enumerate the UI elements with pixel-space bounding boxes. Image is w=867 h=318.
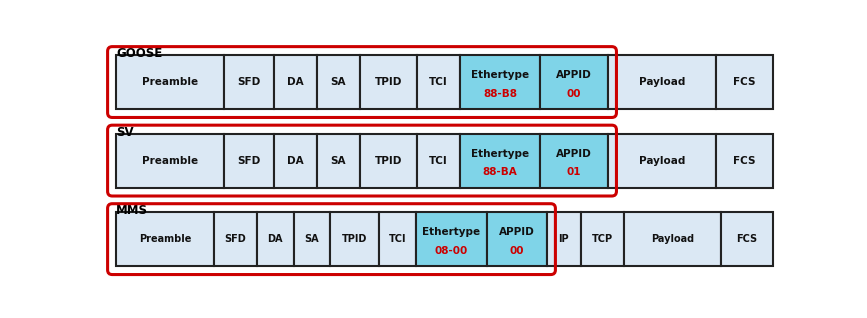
Text: APPID: APPID xyxy=(499,227,535,237)
Bar xyxy=(460,55,540,109)
Text: SFD: SFD xyxy=(225,234,246,244)
Bar xyxy=(257,212,294,266)
Bar xyxy=(547,212,581,266)
Bar xyxy=(116,212,214,266)
Bar xyxy=(116,55,224,109)
Text: TCI: TCI xyxy=(429,77,448,87)
Bar xyxy=(460,134,540,188)
Text: Payload: Payload xyxy=(639,156,685,166)
Text: DA: DA xyxy=(287,77,303,87)
Text: TCI: TCI xyxy=(388,234,406,244)
Text: FCS: FCS xyxy=(733,156,755,166)
Bar xyxy=(316,55,360,109)
Text: Preamble: Preamble xyxy=(139,234,192,244)
Text: MMS: MMS xyxy=(116,204,148,218)
Text: SA: SA xyxy=(304,234,319,244)
Text: Payload: Payload xyxy=(639,77,685,87)
Bar xyxy=(294,212,330,266)
Text: 00: 00 xyxy=(567,89,581,99)
Text: SFD: SFD xyxy=(238,156,260,166)
Bar xyxy=(214,212,257,266)
Text: SFD: SFD xyxy=(238,77,260,87)
Bar xyxy=(715,134,772,188)
Text: TPID: TPID xyxy=(342,234,368,244)
Bar xyxy=(274,55,316,109)
Bar xyxy=(581,212,623,266)
Text: FCS: FCS xyxy=(733,77,755,87)
Text: Ethertype: Ethertype xyxy=(422,227,480,237)
Text: TPID: TPID xyxy=(375,77,402,87)
Bar xyxy=(540,134,608,188)
Text: IP: IP xyxy=(558,234,570,244)
Bar xyxy=(360,55,417,109)
Bar xyxy=(608,134,715,188)
Bar xyxy=(486,212,547,266)
Text: SA: SA xyxy=(330,156,346,166)
Text: FCS: FCS xyxy=(736,234,758,244)
Text: 00: 00 xyxy=(510,246,524,256)
Text: Preamble: Preamble xyxy=(142,77,198,87)
Text: Preamble: Preamble xyxy=(142,156,198,166)
Bar xyxy=(274,134,316,188)
Text: 88-B8: 88-B8 xyxy=(483,89,517,99)
Bar xyxy=(360,134,417,188)
Bar xyxy=(415,212,486,266)
Bar xyxy=(316,134,360,188)
Bar xyxy=(540,55,608,109)
Text: SV: SV xyxy=(116,126,134,139)
Text: 08-00: 08-00 xyxy=(434,246,467,256)
Text: APPID: APPID xyxy=(556,149,592,159)
Bar xyxy=(379,212,415,266)
Text: 88-BA: 88-BA xyxy=(483,168,518,177)
Bar xyxy=(330,212,379,266)
Text: Payload: Payload xyxy=(651,234,694,244)
Text: Ethertype: Ethertype xyxy=(471,149,529,159)
Text: Ethertype: Ethertype xyxy=(471,70,529,80)
Bar xyxy=(608,55,715,109)
Text: GOOSE: GOOSE xyxy=(116,47,162,60)
Text: APPID: APPID xyxy=(556,70,592,80)
Text: DA: DA xyxy=(267,234,283,244)
Text: 01: 01 xyxy=(567,168,581,177)
Text: TCI: TCI xyxy=(429,156,448,166)
Bar xyxy=(116,134,224,188)
Text: TCP: TCP xyxy=(591,234,613,244)
Bar xyxy=(417,134,460,188)
Text: SA: SA xyxy=(330,77,346,87)
Bar xyxy=(417,55,460,109)
Bar xyxy=(715,55,772,109)
Text: DA: DA xyxy=(287,156,303,166)
Bar xyxy=(721,212,772,266)
Bar xyxy=(224,55,274,109)
Bar xyxy=(623,212,721,266)
Bar xyxy=(224,134,274,188)
Text: TPID: TPID xyxy=(375,156,402,166)
